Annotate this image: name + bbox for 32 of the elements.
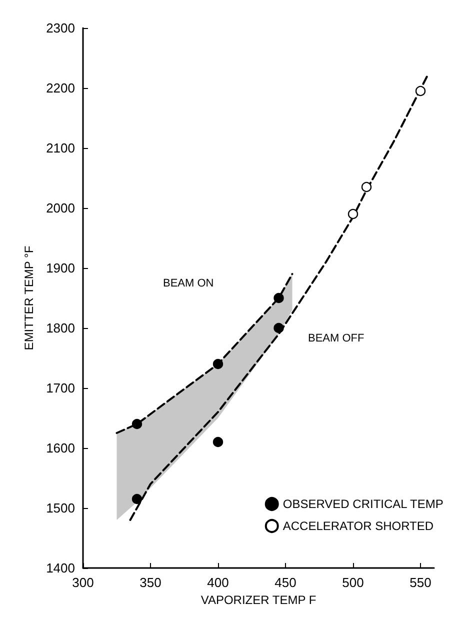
y-tick-label: 1400 [46,560,75,576]
y-axis-title: EMITTER TEMP °F [22,246,36,350]
line-series [116,273,294,434]
point [132,494,142,504]
x-tick-label: 550 [410,575,432,590]
x-tick-label: 400 [207,575,229,590]
y-tick-label: 2300 [46,20,75,36]
y-tick-label: 2000 [46,200,75,216]
point [274,292,284,304]
y-tick-label: 2200 [46,80,75,96]
y-tick-label: 2100 [46,140,75,156]
y-tick-label: 1800 [46,320,75,336]
legend-label: ACCELERATOR SHORTED [282,519,434,533]
legend-label: OBSERVED CRITICAL TEMP [282,497,444,511]
annotation: BEAM ON [163,278,214,290]
point [132,418,142,430]
point [361,182,372,192]
x-tick-label: 350 [140,575,162,590]
x-tick-label: 300 [72,575,94,590]
point [212,358,224,370]
point [348,208,358,220]
y-tick-label: 1600 [46,440,75,456]
x-tick-label: 450 [274,575,296,590]
point [415,86,426,96]
annotation: BEAM OFF [308,332,365,344]
y-tick-label: 1900 [46,260,75,276]
y-tick-label: 1500 [46,500,75,516]
x-axis-title: VAPORIZER TEMP F [200,593,316,607]
y-tick-label: 1700 [46,380,75,396]
x-tick-label: 500 [342,575,364,590]
point [274,322,284,334]
point [212,436,224,448]
